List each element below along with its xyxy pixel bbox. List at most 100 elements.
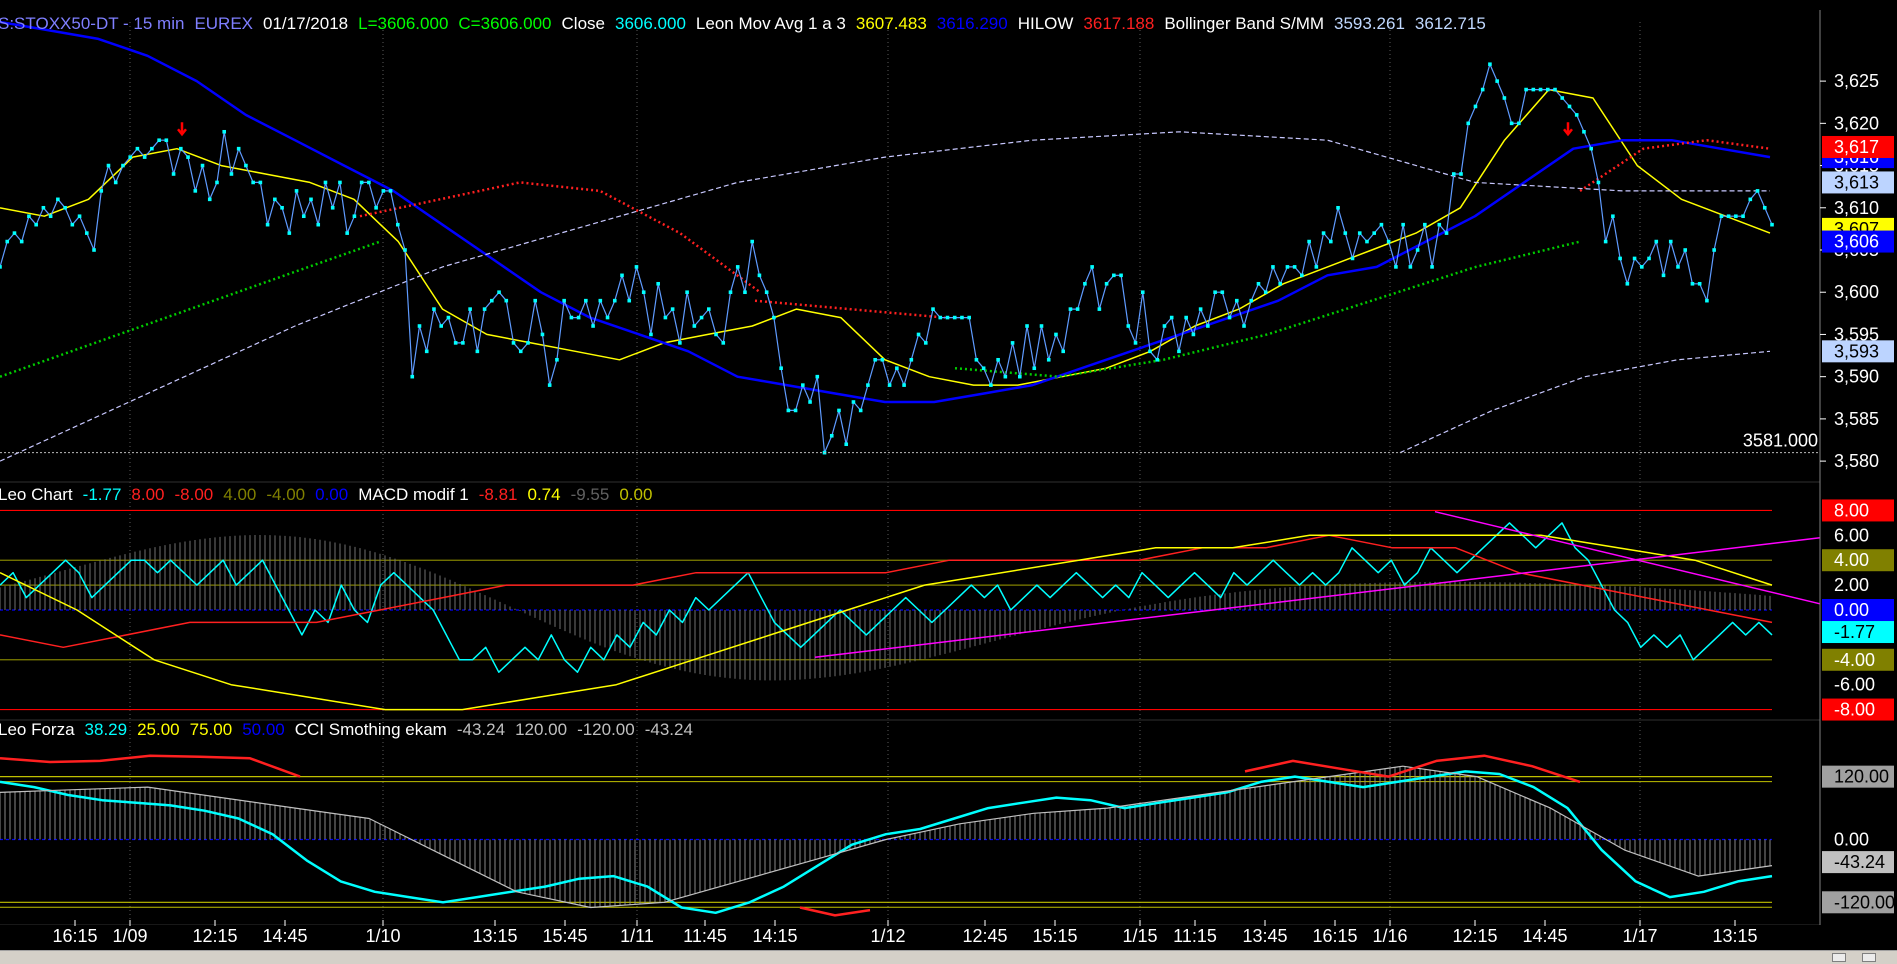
cci-value-tag: -43.24 [1834, 852, 1885, 872]
close-marker [121, 163, 125, 168]
close-marker [880, 357, 885, 362]
close-marker [1263, 290, 1268, 295]
close-marker [1148, 349, 1152, 354]
close-marker [34, 222, 38, 227]
x-tick-label: 12:45 [962, 926, 1007, 946]
cci-panel [0, 754, 1773, 917]
close-marker [453, 341, 458, 345]
status-bar [0, 950, 1897, 964]
close-marker [229, 172, 234, 176]
macd-value-tag: 0.00 [1834, 600, 1869, 620]
close-marker [1140, 290, 1145, 295]
panel-header-value: 3617.188 [1083, 14, 1154, 33]
close-marker [1285, 265, 1290, 269]
close-marker [352, 214, 357, 219]
close-marker [1502, 96, 1507, 100]
panel-header-value: -120.00 [577, 720, 635, 739]
close-marker [1647, 256, 1651, 261]
close-marker [236, 146, 241, 151]
close-marker [1517, 121, 1521, 126]
close-marker [1444, 231, 1449, 235]
close-marker [1025, 324, 1029, 328]
reference-line-label: 3581.000 [1743, 431, 1818, 451]
close-marker [381, 189, 386, 193]
close-marker [179, 146, 183, 151]
close-marker [1061, 349, 1065, 354]
close-marker [996, 357, 1000, 362]
close-marker [1538, 87, 1543, 92]
close-marker [164, 138, 169, 143]
close-marker [1394, 265, 1398, 269]
close-marker [685, 290, 689, 295]
close-marker [1336, 205, 1340, 210]
close-marker [1611, 214, 1615, 219]
close-marker [555, 357, 559, 362]
price-y-tick-label: 3,610 [1834, 198, 1879, 218]
close-marker [1112, 273, 1116, 278]
macd-value-tag: -8.00 [1834, 700, 1875, 720]
close-marker [1495, 79, 1499, 83]
panel-header-value: 3607.483 [856, 14, 927, 33]
close-marker [244, 163, 248, 168]
close-marker [63, 205, 67, 210]
macd-value-tag-bg [1822, 599, 1894, 621]
close-marker [518, 349, 523, 354]
x-tick-label: 11:15 [1173, 926, 1217, 946]
x-tick-label: 16:15 [52, 926, 97, 946]
panel-header-value: Leo Forza [0, 720, 75, 739]
panel-header-value: -43.24 [457, 720, 505, 739]
close-marker [70, 222, 75, 227]
close-marker [844, 442, 849, 447]
close-marker [193, 189, 198, 193]
close-marker [128, 155, 132, 159]
panel-header-value: Leon Mov Avg 1 a 3 [696, 14, 846, 33]
close-marker [1054, 332, 1058, 337]
close-marker [1582, 129, 1586, 134]
price-last-value-tag: 3,613 [1834, 172, 1879, 192]
price-line-leon-mov-avg-slow [0, 20, 1771, 404]
close-marker [692, 324, 697, 328]
close-marker [851, 400, 856, 404]
close-marker [56, 197, 60, 202]
price-y-tick-label: 3,600 [1834, 282, 1879, 302]
close-marker [1126, 324, 1131, 328]
close-marker [294, 189, 299, 193]
close-marker [1090, 265, 1094, 269]
cci-value-tag: -120.00 [1834, 892, 1895, 912]
close-marker [670, 307, 675, 311]
x-tick-label: 15:15 [1032, 926, 1077, 946]
panel-header-value: 3616.290 [937, 14, 1008, 33]
panel-header-value: L=3606.000 [358, 14, 448, 33]
cci-line-cci-red [1244, 754, 1581, 784]
close-marker [779, 366, 783, 371]
close-marker [1155, 357, 1160, 362]
close-marker [829, 433, 834, 438]
macd-value-tag-bg [1822, 621, 1894, 644]
close-marker [446, 315, 451, 320]
close-marker [316, 222, 321, 227]
close-marker [533, 298, 538, 303]
close-marker [1451, 172, 1456, 176]
status-bar-control[interactable] [1832, 953, 1846, 962]
close-marker [410, 374, 415, 379]
price-y-tick-label: 3,580 [1834, 451, 1879, 471]
price-line-hilow-upper [359, 181, 761, 294]
status-bar-control[interactable] [1862, 953, 1876, 962]
price-panel: 3581.000 [0, 20, 1820, 462]
close-marker [359, 180, 364, 185]
close-marker [1213, 290, 1217, 295]
close-marker [1741, 214, 1745, 219]
close-marker [1169, 315, 1174, 320]
close-marker [1531, 87, 1536, 92]
price-y-tick-label: 3,585 [1834, 409, 1879, 429]
close-marker [186, 155, 190, 159]
close-marker [41, 205, 46, 210]
close-marker [1762, 205, 1767, 210]
price-last-value-tag: 3,617 [1834, 137, 1879, 157]
close-marker [1032, 366, 1037, 371]
panel-header-value: 0.74 [527, 485, 560, 504]
close-marker [923, 341, 928, 345]
panel-header-value: 01/17/2018 [263, 14, 348, 33]
panel-header-value: Leo Chart [0, 485, 73, 504]
price-line-bollinger-mid [0, 131, 1770, 462]
